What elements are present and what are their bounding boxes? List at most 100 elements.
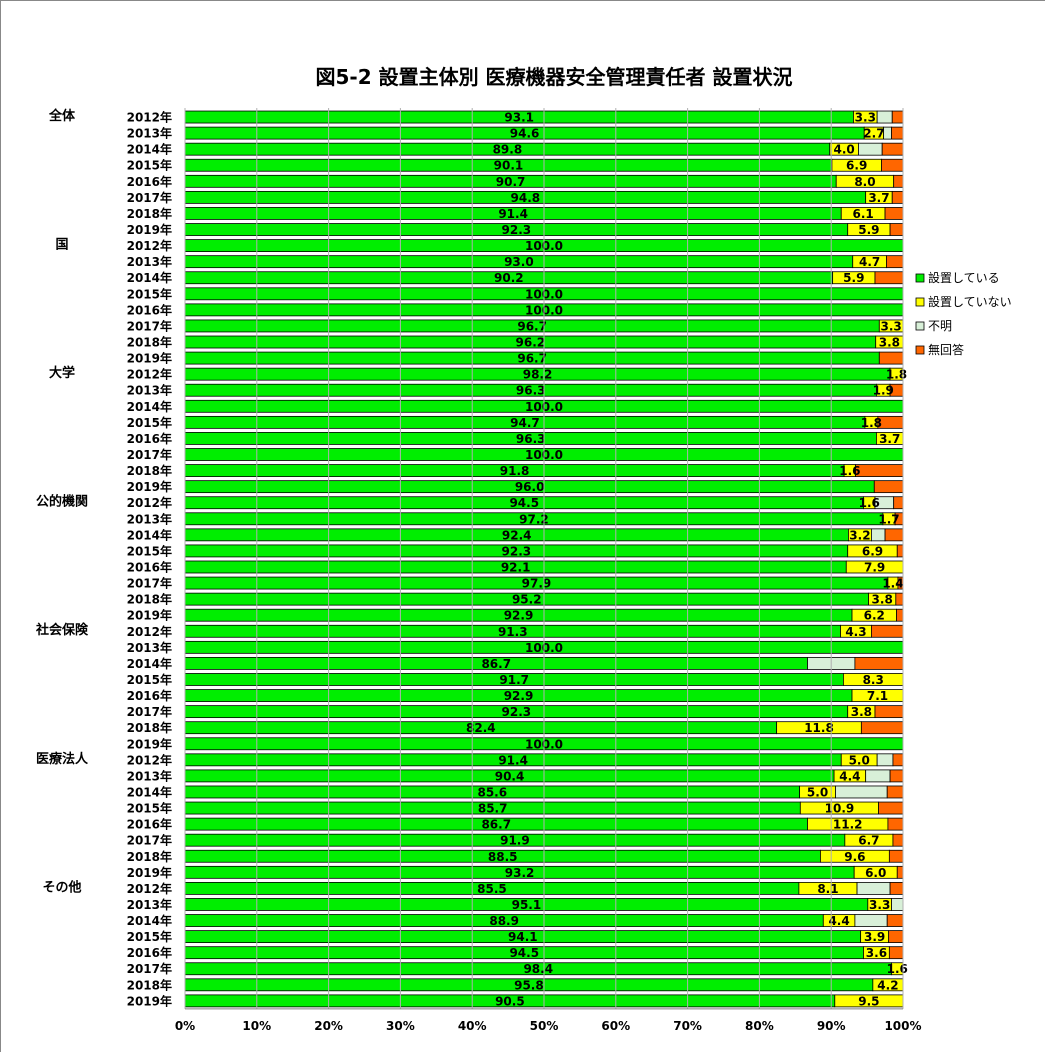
data-label: 1.6 xyxy=(839,464,860,478)
data-label: 3.8 xyxy=(872,593,893,607)
x-tick-label: 50% xyxy=(530,1019,559,1033)
year-label: 2018年 xyxy=(127,206,172,221)
legend-swatch xyxy=(915,273,925,283)
year-label: 2017年 xyxy=(127,833,172,848)
data-label: 96.3 xyxy=(516,432,546,446)
bar-segment xyxy=(891,190,904,204)
year-label: 2017年 xyxy=(127,318,172,333)
bar-segment xyxy=(886,255,904,269)
data-label: 95.8 xyxy=(514,978,544,992)
data-label: 4.4 xyxy=(828,914,849,928)
year-label: 2012年 xyxy=(127,110,172,125)
bar-segment xyxy=(895,592,904,606)
data-label: 3.9 xyxy=(864,930,885,944)
year-label: 2019年 xyxy=(127,865,172,880)
data-label: 90.7 xyxy=(496,175,526,189)
data-label: 5.9 xyxy=(843,271,864,285)
data-label: 92.3 xyxy=(502,544,532,558)
data-label: 1.8 xyxy=(886,368,907,382)
year-label: 2012年 xyxy=(127,495,172,510)
x-tick-label: 10% xyxy=(242,1019,271,1033)
year-label: 2019年 xyxy=(127,993,172,1008)
year-label: 2013年 xyxy=(127,383,172,398)
data-label: 91.4 xyxy=(498,753,528,767)
legend-label: 不明 xyxy=(928,319,952,333)
year-label: 2016年 xyxy=(127,174,172,189)
data-label: 6.1 xyxy=(853,207,874,221)
bar-segment xyxy=(881,158,904,172)
data-label: 94.6 xyxy=(510,127,540,141)
legend-swatch xyxy=(915,321,925,331)
year-label: 2014年 xyxy=(127,656,172,671)
data-label: 90.1 xyxy=(494,159,524,173)
year-label: 2016年 xyxy=(127,817,172,832)
year-label: 2014年 xyxy=(127,399,172,414)
data-label: 91.8 xyxy=(500,464,530,478)
data-label: 95.2 xyxy=(512,593,542,607)
group-label: 医療法人 xyxy=(36,751,89,767)
year-label: 2012年 xyxy=(127,881,172,896)
year-label: 2012年 xyxy=(127,624,172,639)
bar-segment xyxy=(876,753,894,767)
bar-segment xyxy=(871,624,904,638)
data-label: 1.4 xyxy=(882,577,903,591)
data-label: 1.6 xyxy=(887,962,908,976)
data-label: 3.2 xyxy=(849,528,870,542)
data-label: 3.3 xyxy=(855,111,876,125)
data-label: 96.2 xyxy=(516,336,546,350)
year-label: 2012年 xyxy=(127,238,172,253)
year-label: 2015年 xyxy=(127,672,172,687)
bar-segment xyxy=(878,351,904,365)
year-label: 2015年 xyxy=(127,543,172,558)
data-label: 82.4 xyxy=(466,721,496,735)
data-label: 94.1 xyxy=(508,930,538,944)
bar-segment xyxy=(865,769,891,783)
data-label: 91.3 xyxy=(498,625,528,639)
bar-segment xyxy=(854,657,904,670)
data-label: 6.7 xyxy=(858,834,879,848)
bar-segment xyxy=(889,769,904,783)
data-label: 94.8 xyxy=(511,191,541,205)
year-label: 2016年 xyxy=(127,431,172,446)
bar-segment xyxy=(858,142,883,156)
data-label: 4.7 xyxy=(859,255,880,269)
data-label: 4.2 xyxy=(877,978,898,992)
data-label: 6.2 xyxy=(864,609,885,623)
data-label: 91.4 xyxy=(498,207,528,221)
year-label: 2017年 xyxy=(127,704,172,719)
data-label: 96.0 xyxy=(515,480,545,494)
data-label: 7.9 xyxy=(864,560,885,574)
legend-label: 設置していない xyxy=(928,294,1012,309)
bar-segment xyxy=(889,881,904,895)
data-label: 91.7 xyxy=(499,673,529,687)
data-label: 97.2 xyxy=(519,512,549,526)
year-label: 2018年 xyxy=(127,849,172,864)
year-label: 2012年 xyxy=(127,752,172,767)
data-label: 8.0 xyxy=(854,175,875,189)
bar-segment xyxy=(855,464,904,477)
year-label: 2017年 xyxy=(127,447,172,462)
data-label: 11.2 xyxy=(833,818,863,832)
data-label: 6.9 xyxy=(846,159,867,173)
data-label: 88.9 xyxy=(489,914,519,928)
data-label: 8.3 xyxy=(863,673,884,687)
data-label: 86.7 xyxy=(481,657,511,671)
data-label: 92.9 xyxy=(504,609,534,623)
data-label: 85.7 xyxy=(478,802,508,816)
bar-segment xyxy=(854,914,888,927)
group-label: 大学 xyxy=(49,365,75,381)
data-label: 93.2 xyxy=(505,866,535,880)
bar-segment xyxy=(893,174,904,188)
year-label: 2013年 xyxy=(127,254,172,269)
year-label: 2015年 xyxy=(127,929,172,944)
bar-segment xyxy=(891,110,904,124)
bar-segment xyxy=(896,608,904,622)
chart-title: 図5-2 設置主体別 医療機器安全管理責任者 設置状況 xyxy=(315,65,792,89)
group-label: 全体 xyxy=(48,108,76,124)
year-label: 2013年 xyxy=(127,126,172,141)
data-label: 85.5 xyxy=(477,882,507,896)
data-label: 90.4 xyxy=(495,769,525,783)
year-label: 2014年 xyxy=(127,527,172,542)
year-label: 2015年 xyxy=(127,415,172,430)
